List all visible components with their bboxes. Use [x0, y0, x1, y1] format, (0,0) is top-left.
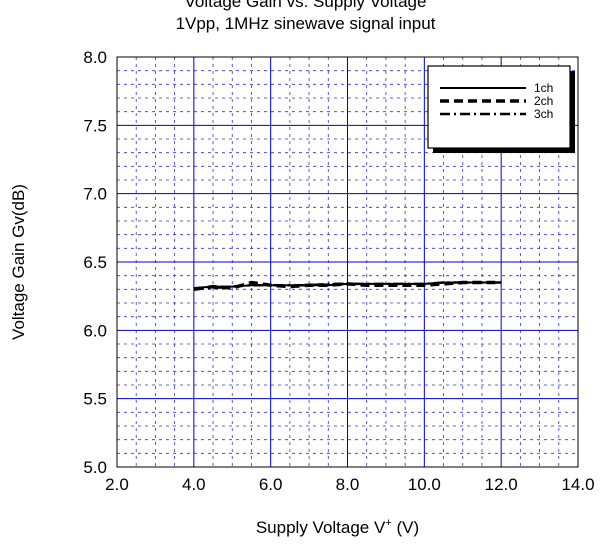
chart-title: Voltage Gain vs. Supply Voltage — [184, 0, 427, 11]
chart-subtitle: 1Vpp, 1MHz sinewave signal input — [175, 14, 436, 33]
series-line-2ch — [193, 280, 502, 292]
x-tick-label: 14.0 — [561, 475, 594, 494]
y-tick-label: 6.5 — [83, 253, 107, 272]
x-tick-label: 4.0 — [182, 475, 206, 494]
x-tick-label: 10.0 — [408, 475, 441, 494]
series-lines — [193, 280, 502, 292]
x-tick-label: 8.0 — [336, 475, 360, 494]
y-tick-label: 7.5 — [83, 116, 107, 135]
x-tick-label: 6.0 — [259, 475, 283, 494]
y-tick-label: 8.0 — [83, 48, 107, 67]
y-axis-label: Voltage Gain Gv(dB) — [9, 184, 28, 340]
y-tick-label: 5.5 — [83, 390, 107, 409]
legend-label-3ch: 3ch — [534, 107, 553, 121]
legend-box — [427, 65, 571, 149]
legend-label-2ch: 2ch — [534, 94, 553, 108]
x-tick-label: 2.0 — [105, 475, 129, 494]
plot-frame — [116, 56, 579, 468]
chart-title-block: Voltage Gain vs. Supply Voltage 1Vpp, 1M… — [0, 0, 611, 34]
x-axis-label-text: Supply Voltage V — [256, 518, 386, 537]
x-tick-label: 12.0 — [485, 475, 518, 494]
x-axis-label: Supply Voltage V+ (V) — [256, 517, 419, 537]
x-axis-label-unit: (V) — [392, 518, 419, 537]
axis-ticks: 2.0 4.0 6.0 8.0 10.0 12.0 14.0 5.0 5.5 6.0 6.5 7.0 7… — [83, 48, 594, 494]
y-tick-label: 5.0 — [83, 458, 107, 477]
legend-label-1ch: 1ch — [534, 81, 553, 95]
y-tick-label: 7.0 — [83, 185, 107, 204]
y-tick-label: 6.0 — [83, 321, 107, 340]
x-axis-label-sup: + — [385, 517, 391, 529]
